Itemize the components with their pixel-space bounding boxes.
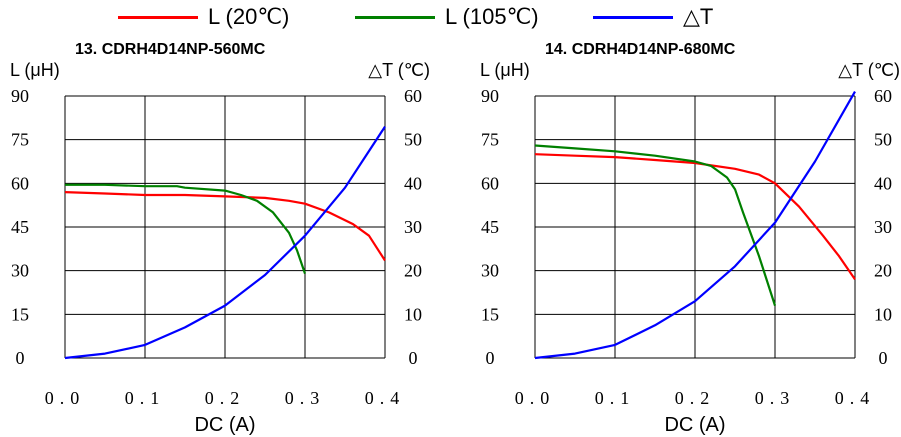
y2-tick-label: 10: [874, 304, 892, 324]
y2-tick-label: 30: [874, 217, 892, 237]
x-axis-label: DC (A): [664, 414, 725, 436]
chart-title: 14. CDRH4D14NP-680MC: [545, 41, 736, 58]
legend-label: L (105℃): [445, 4, 539, 29]
y2-tick-label: 20: [874, 261, 892, 281]
y-axis-label: L (μH): [480, 60, 530, 80]
y2-tick-label: 0: [409, 348, 418, 368]
y2-tick-label: 20: [404, 261, 422, 281]
y2-tick-label: 50: [404, 130, 422, 150]
y-tick-label: 60: [481, 173, 499, 193]
x-axis-label: DC (A): [194, 414, 255, 436]
x-tick-label: 0.4: [835, 388, 876, 408]
y-tick-label: 60: [11, 173, 29, 193]
y2-tick-label: 50: [874, 130, 892, 150]
series-line: [64, 191, 386, 262]
series-line: [534, 91, 856, 360]
legend-item-l-105c: L (105℃): [355, 2, 539, 32]
y2-tick-label: 60: [404, 86, 422, 106]
y2-axis-label: △T (℃): [838, 60, 900, 80]
series-line: [534, 153, 856, 281]
y-tick-label: 75: [481, 130, 499, 150]
x-tick-label: 0.2: [205, 388, 246, 408]
legend-label: △T: [683, 4, 714, 29]
y2-tick-label: 10: [404, 304, 422, 324]
x-tick-label: 0.0: [515, 388, 556, 408]
y-tick-label: 90: [11, 86, 29, 106]
chart-title: 13. CDRH4D14NP-560MC: [75, 41, 266, 58]
y2-tick-label: 60: [874, 86, 892, 106]
y-tick-label: 0: [16, 348, 25, 368]
legend-swatch: [593, 15, 673, 19]
y2-tick-label: 40: [404, 173, 422, 193]
y2-tick-label: 0: [879, 348, 888, 368]
series-line: [65, 183, 307, 274]
x-tick-label: 0.3: [285, 388, 326, 408]
x-tick-label: 0.3: [755, 388, 796, 408]
x-tick-label: 0.1: [125, 388, 166, 408]
y2-tick-label: 40: [874, 173, 892, 193]
y2-tick-label: 30: [404, 217, 422, 237]
y-tick-label: 75: [11, 130, 29, 150]
legend: L (20℃) L (105℃) △T: [0, 0, 901, 34]
series-line: [534, 144, 777, 306]
y-tick-label: 15: [11, 304, 29, 324]
y-axis-label: L (μH): [10, 60, 60, 80]
x-tick-label: 0.0: [45, 388, 86, 408]
legend-item-l-20c: L (20℃): [118, 2, 289, 32]
x-tick-label: 0.1: [595, 388, 636, 408]
legend-swatch: [355, 15, 435, 19]
series-line: [64, 125, 386, 360]
legend-item-delta-t: △T: [593, 2, 713, 32]
y-tick-label: 30: [11, 261, 29, 281]
x-tick-label: 0.4: [365, 388, 406, 408]
legend-swatch: [118, 15, 198, 19]
y-tick-label: 0: [486, 348, 495, 368]
y-tick-label: 30: [481, 261, 499, 281]
y-tick-label: 90: [481, 86, 499, 106]
y-tick-label: 15: [481, 304, 499, 324]
legend-label: L (20℃): [208, 4, 290, 29]
y-tick-label: 45: [11, 217, 29, 237]
y-tick-label: 45: [481, 217, 499, 237]
y2-axis-label: △T (℃): [368, 60, 430, 80]
x-tick-label: 0.2: [675, 388, 716, 408]
